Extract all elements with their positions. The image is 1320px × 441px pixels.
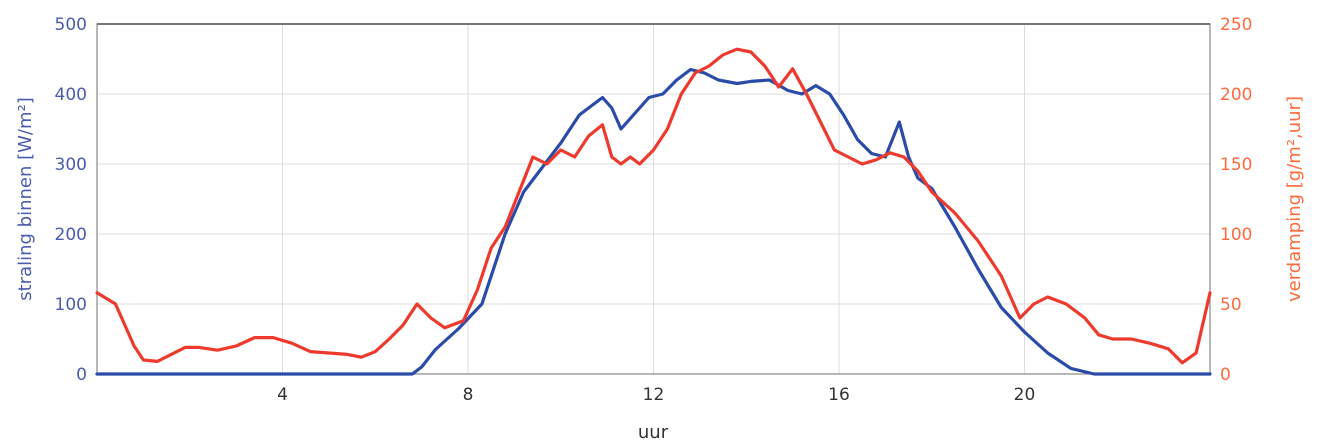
left-tick-label: 100 xyxy=(55,295,87,315)
left-tick-label: 200 xyxy=(55,225,87,245)
x-tick-label: 12 xyxy=(643,385,665,405)
left-axis-label: straling binnen [W/m²] xyxy=(15,97,36,301)
right-axis-ticks: 0 50 100 150 200 250 xyxy=(1220,15,1252,385)
grid xyxy=(97,24,1210,374)
left-axis-ticks: 0 100 200 300 400 500 xyxy=(55,15,87,385)
right-tick-label: 250 xyxy=(1220,15,1252,35)
series-layer xyxy=(95,47,1212,376)
right-tick-label: 0 xyxy=(1220,365,1231,385)
x-tick-label: 16 xyxy=(828,385,850,405)
right-tick-label: 50 xyxy=(1220,295,1242,315)
left-tick-label: 400 xyxy=(55,85,87,105)
x-axis-ticks: 4 8 12 16 20 xyxy=(277,385,1035,405)
x-tick-label: 4 xyxy=(277,385,288,405)
x-tick-label: 8 xyxy=(463,385,474,405)
right-axis-label: verdamping [g/m²,uur] xyxy=(1284,96,1305,302)
right-tick-label: 100 xyxy=(1220,225,1252,245)
x-axis-label: uur xyxy=(638,422,669,441)
left-tick-label: 500 xyxy=(55,15,87,35)
x-tick-label: 20 xyxy=(1014,385,1036,405)
left-tick-label: 0 xyxy=(76,365,87,385)
left-tick-label: 300 xyxy=(55,155,87,175)
right-tick-label: 150 xyxy=(1220,155,1252,175)
series-line-straling xyxy=(95,67,1212,376)
series-line-verdamping xyxy=(95,47,1212,365)
right-tick-label: 200 xyxy=(1220,85,1252,105)
